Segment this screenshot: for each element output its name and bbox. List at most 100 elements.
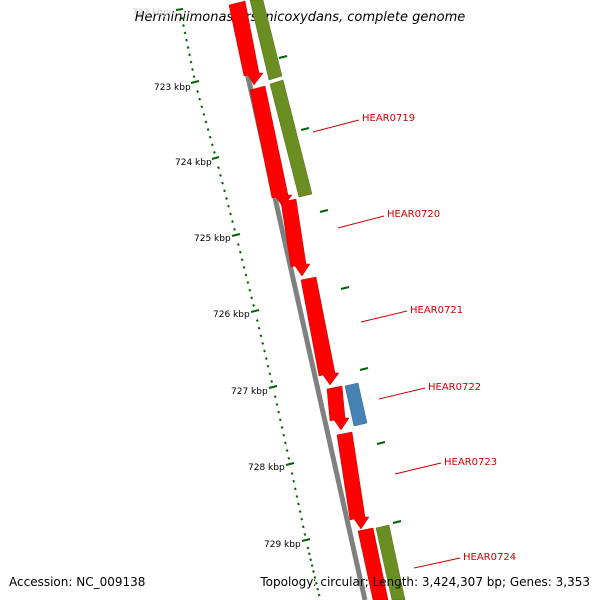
ruler-minor-tick <box>183 31 187 35</box>
ruler-minor-tick <box>221 181 224 185</box>
ruler-minor-tick <box>252 303 255 307</box>
gene-label[interactable]: HEAR0720 <box>387 209 440 220</box>
ruler: 722 kbp 723 kbp 724 kbp 725 kbp 726 kbp … <box>132 8 321 597</box>
ruler-minor-tick <box>237 243 240 247</box>
ruler-label: 727 kbp <box>231 387 268 397</box>
ruler-minor-tick <box>277 410 280 414</box>
ruler-minor-tick <box>295 494 299 498</box>
ruler-minor-tick <box>285 449 289 453</box>
ruler-minor-tick <box>264 357 268 361</box>
cds-feature[interactable] <box>375 524 406 600</box>
leader-line <box>394 462 442 475</box>
ruler-major-tick <box>231 233 241 237</box>
ruler-minor-tick <box>246 281 250 285</box>
gene-label[interactable]: HEAR0721 <box>410 305 463 316</box>
accession-label: Accession: NC_009138 <box>9 575 146 589</box>
ruler-minor-tick <box>191 67 194 71</box>
ruler-minor-tick <box>306 546 310 550</box>
cds-feature[interactable] <box>357 527 389 600</box>
ruler-minor-tick <box>208 135 212 139</box>
ruler-minor-tick <box>225 197 228 200</box>
cds-feature[interactable] <box>249 0 283 81</box>
ruler-minor-tick <box>261 341 265 345</box>
ruler-minor-tick <box>202 112 206 116</box>
ruler-minor-tick <box>188 53 191 57</box>
features <box>228 0 406 600</box>
cds-feature[interactable] <box>336 431 370 530</box>
ruler-minor-tick <box>309 558 313 562</box>
gene-tick <box>278 55 288 59</box>
ruler-minor-tick <box>297 502 300 506</box>
ruler-minor-tick <box>270 379 274 383</box>
ruler-minor-tick <box>213 150 216 154</box>
ruler-minor-tick <box>284 441 287 445</box>
ruler-minor-tick <box>185 38 188 42</box>
gene-tick <box>392 520 402 524</box>
ruler-minor-tick <box>231 220 234 224</box>
ruler-minor-tick <box>298 510 302 514</box>
ruler-minor-tick <box>238 250 242 254</box>
ruler-minor-tick <box>316 587 320 591</box>
ruler-minor-tick <box>196 90 199 94</box>
ruler-minor-tick <box>290 472 294 476</box>
ruler-minor-tick <box>300 517 304 521</box>
cds-feature[interactable] <box>344 382 368 427</box>
ruler-minor-tick <box>257 326 261 330</box>
ruler-minor-tick <box>287 456 291 460</box>
cds-feature[interactable] <box>280 198 311 277</box>
ruler-minor-tick <box>293 487 297 491</box>
gene-label[interactable]: HEAR0724 <box>463 552 516 563</box>
ruler-major-tick <box>190 80 200 84</box>
ruler-major-tick <box>285 462 295 466</box>
gene-label[interactable]: HEAR0722 <box>428 382 481 393</box>
ruler-minor-tick <box>233 227 236 231</box>
ruler-minor-tick <box>259 334 263 338</box>
ruler-minor-tick <box>229 212 232 216</box>
cds-feature[interactable] <box>300 276 340 386</box>
ruler-minor-tick <box>186 46 190 49</box>
ruler-minor-tick <box>255 319 259 323</box>
gene-tick <box>319 209 329 213</box>
ruler-minor-tick <box>301 525 305 529</box>
gene-tick <box>340 286 350 290</box>
gene-tick <box>359 367 369 371</box>
ruler-minor-tick <box>240 258 244 262</box>
ruler-minor-tick <box>217 166 220 170</box>
ruler-minor-tick <box>182 24 185 28</box>
cds-feature[interactable] <box>269 79 313 198</box>
ruler-minor-tick <box>278 418 282 422</box>
ruler-label: 728 kbp <box>248 463 285 473</box>
ruler-minor-tick <box>282 433 286 437</box>
leader-line <box>312 119 360 133</box>
gene-label[interactable]: HEAR0719 <box>362 113 415 124</box>
leader-line <box>360 310 408 323</box>
ruler-minor-tick <box>314 581 318 585</box>
gene-labels: HEAR0719 HEAR0720 HEAR0721 HEAR0722 HEAR… <box>312 113 516 569</box>
ruler-minor-tick <box>180 16 184 20</box>
genome-summary: Topology: circular; Length: 3,424,307 bp… <box>260 575 590 589</box>
ruler-minor-tick <box>242 265 246 269</box>
cds-feature[interactable] <box>326 385 350 431</box>
ruler-minor-tick <box>244 273 248 277</box>
ruler-minor-tick <box>303 532 307 536</box>
ruler-minor-tick <box>317 593 321 597</box>
ruler-major-tick <box>301 538 311 542</box>
ruler-minor-tick <box>248 288 252 292</box>
ruler-minor-tick <box>198 97 202 101</box>
leader-line <box>378 387 426 400</box>
ruler-major-tick <box>211 156 220 160</box>
gene-tick <box>376 441 386 445</box>
ruler-minor-tick <box>200 105 204 109</box>
ruler-label: 723 kbp <box>154 83 191 93</box>
gene-label[interactable]: HEAR0723 <box>444 457 497 468</box>
cds-feature[interactable] <box>228 0 264 86</box>
ruler-label: 725 kbp <box>194 234 231 244</box>
ruler-minor-tick <box>263 349 266 353</box>
map-title: Herminiimonas arsenicoxydans, complete g… <box>134 10 466 25</box>
ruler-minor-tick <box>192 75 196 79</box>
ruler-label: 724 kbp <box>175 158 212 168</box>
ruler-minor-tick <box>312 570 315 573</box>
ruler-minor-tick <box>310 564 314 568</box>
ruler-major-tick <box>268 385 278 389</box>
